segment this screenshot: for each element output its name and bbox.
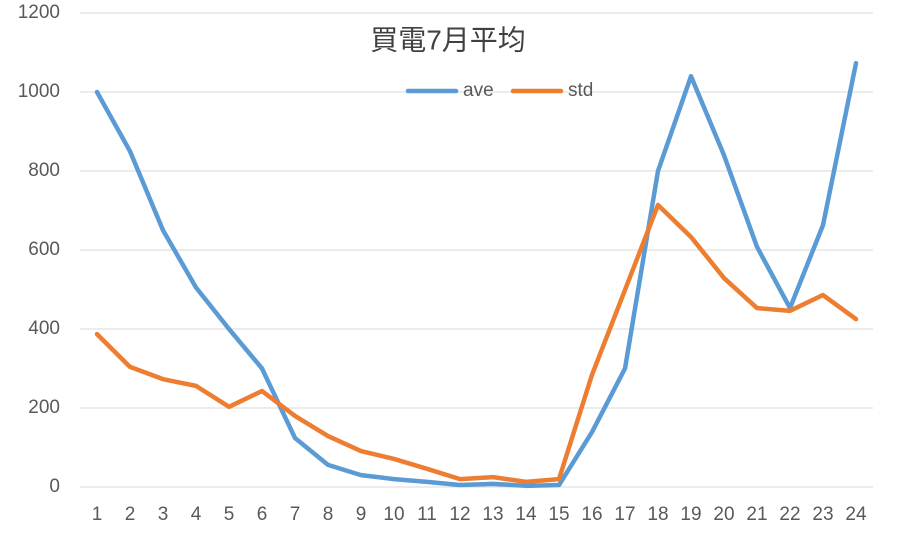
y-tick-label: 400 — [28, 318, 60, 339]
y-tick-label: 600 — [28, 239, 60, 260]
x-tick-label: 14 — [515, 504, 537, 525]
y-tick-label: 0 — [49, 476, 60, 497]
chart-title: 買電7月平均 — [370, 24, 526, 55]
x-tick-label: 1 — [92, 504, 103, 525]
x-tick-label: 17 — [614, 504, 635, 525]
x-tick-label: 23 — [812, 504, 833, 525]
y-tick-label: 1000 — [18, 81, 60, 102]
x-tick-label: 5 — [224, 504, 235, 525]
series-line — [94, 202, 859, 485]
x-tick-label: 10 — [383, 504, 404, 525]
series-line — [94, 60, 859, 489]
x-tick-label: 20 — [713, 504, 734, 525]
x-tick-label: 21 — [746, 504, 767, 525]
x-tick-label: 2 — [125, 504, 136, 525]
x-tick-label: 19 — [680, 504, 701, 525]
legend-label: std — [568, 80, 593, 101]
y-tick-label: 200 — [28, 397, 60, 418]
x-tick-label: 15 — [548, 504, 569, 525]
x-tick-label: 4 — [191, 504, 202, 525]
x-tick-label: 3 — [158, 504, 169, 525]
x-tick-label: 24 — [845, 504, 867, 525]
y-tick-label: 1200 — [18, 2, 60, 23]
x-tick-label: 18 — [647, 504, 668, 525]
x-tick-label: 8 — [323, 504, 334, 525]
x-tick-label: 12 — [449, 504, 470, 525]
x-tick-label: 16 — [581, 504, 602, 525]
x-tick-label: 6 — [257, 504, 268, 525]
legend-label: ave — [463, 80, 494, 101]
x-tick-label: 7 — [290, 504, 301, 525]
x-tick-label: 9 — [356, 504, 367, 525]
x-tick-label: 22 — [779, 504, 800, 525]
x-tick-label: 13 — [482, 504, 503, 525]
x-tick-label: 11 — [417, 504, 437, 525]
y-tick-label: 800 — [28, 160, 60, 181]
